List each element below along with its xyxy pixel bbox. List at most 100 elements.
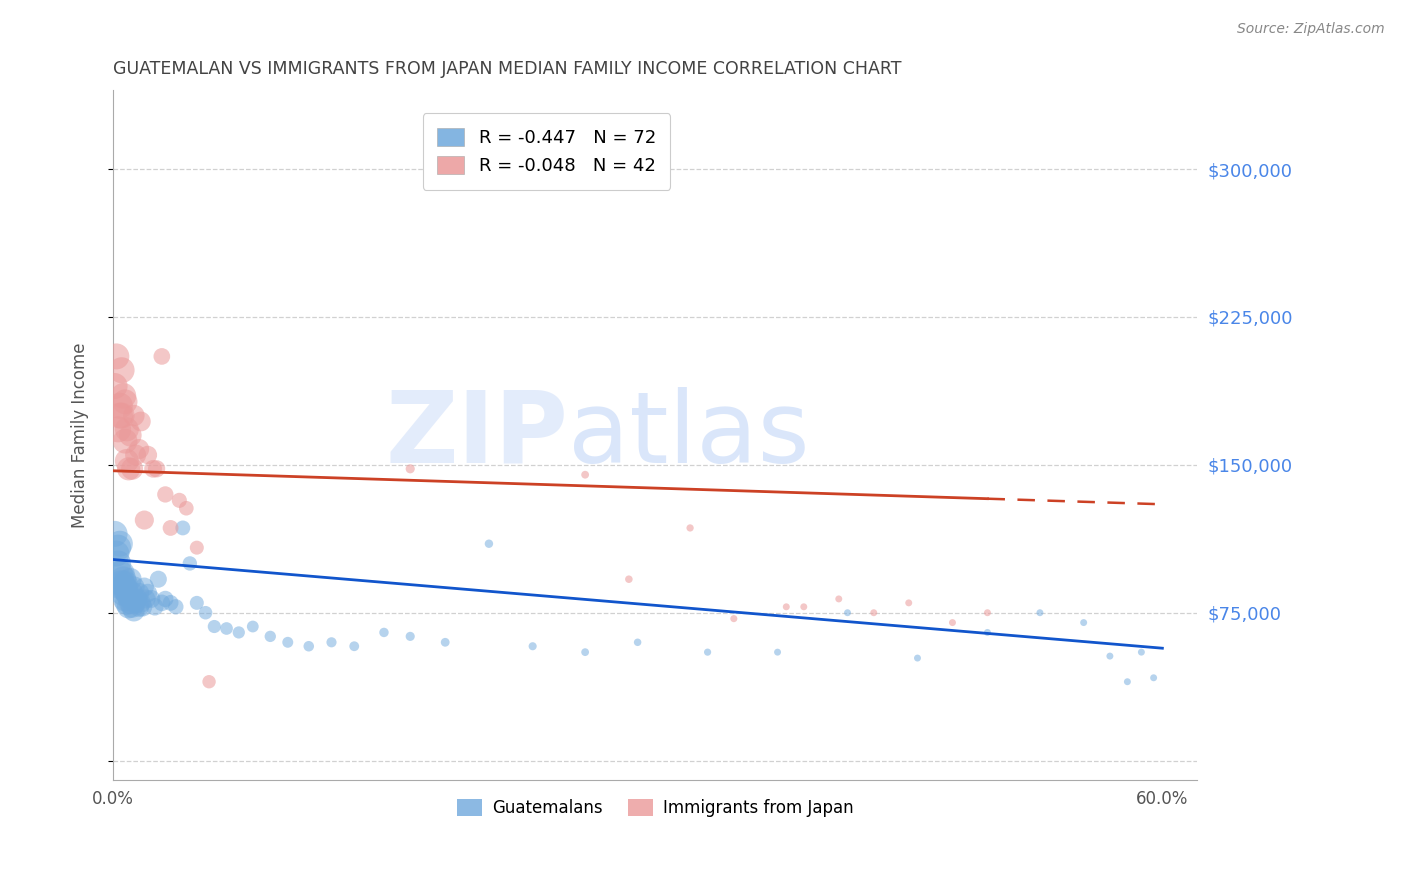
Point [115, 454, 138, 468]
Point [775, 599, 797, 614]
Point [298, 639, 321, 653]
Legend: Guatemalans, Immigrants from Japan: Guatemalans, Immigrants from Japan [450, 792, 860, 823]
Point [194, 606, 217, 620]
Point [128, 599, 150, 614]
Point [120, 596, 142, 610]
Point [679, 521, 702, 535]
Point [120, 428, 142, 442]
Point [907, 651, 929, 665]
Point [617, 572, 640, 586]
Point [141, 591, 163, 606]
Point [114, 591, 136, 606]
Point [122, 580, 145, 594]
Point [202, 619, 225, 633]
Point [176, 501, 198, 516]
Point [1073, 615, 1095, 630]
Point [179, 557, 201, 571]
Point [108, 399, 131, 413]
Point [1130, 645, 1153, 659]
Point [112, 580, 135, 594]
Point [228, 625, 250, 640]
Point [159, 521, 181, 535]
Point [321, 635, 343, 649]
Point [110, 363, 132, 377]
Point [478, 537, 501, 551]
Point [121, 586, 143, 600]
Point [155, 591, 177, 606]
Point [124, 448, 146, 462]
Point [104, 526, 127, 541]
Text: ZIP: ZIP [385, 387, 568, 483]
Point [143, 599, 166, 614]
Point [128, 442, 150, 456]
Point [1098, 649, 1121, 664]
Point [110, 566, 132, 581]
Point [114, 576, 136, 591]
Point [108, 566, 131, 581]
Point [242, 619, 264, 633]
Point [115, 596, 138, 610]
Y-axis label: Median Family Income: Median Family Income [72, 343, 89, 528]
Point [574, 645, 596, 659]
Point [862, 606, 884, 620]
Point [828, 591, 851, 606]
Point [159, 596, 181, 610]
Point [114, 394, 136, 409]
Point [105, 350, 128, 364]
Point [169, 493, 191, 508]
Point [112, 586, 135, 600]
Point [128, 586, 150, 600]
Point [122, 604, 145, 618]
Point [110, 409, 132, 423]
Point [186, 541, 208, 555]
Point [135, 591, 157, 606]
Point [115, 422, 138, 436]
Point [793, 599, 815, 614]
Point [1116, 674, 1139, 689]
Point [215, 622, 238, 636]
Point [115, 586, 138, 600]
Point [131, 599, 153, 614]
Point [696, 645, 718, 659]
Point [522, 639, 544, 653]
Point [150, 596, 173, 610]
Point [104, 379, 127, 393]
Point [150, 350, 173, 364]
Point [976, 606, 998, 620]
Point [121, 599, 143, 614]
Point [172, 521, 194, 535]
Point [120, 572, 142, 586]
Point [897, 596, 920, 610]
Text: Source: ZipAtlas.com: Source: ZipAtlas.com [1237, 22, 1385, 37]
Point [134, 513, 156, 527]
Point [434, 635, 457, 649]
Point [145, 462, 167, 476]
Point [343, 639, 366, 653]
Point [117, 462, 139, 476]
Point [121, 462, 143, 476]
Point [134, 580, 156, 594]
Point [766, 645, 789, 659]
Point [155, 487, 177, 501]
Point [723, 612, 745, 626]
Point [136, 586, 159, 600]
Point [198, 674, 221, 689]
Point [136, 448, 159, 462]
Point [107, 541, 129, 555]
Point [114, 580, 136, 594]
Point [148, 572, 170, 586]
Point [142, 462, 165, 476]
Point [122, 409, 145, 423]
Point [129, 596, 152, 610]
Point [941, 615, 963, 630]
Point [108, 409, 131, 423]
Point [165, 599, 187, 614]
Point [129, 415, 152, 429]
Point [626, 635, 648, 649]
Point [399, 629, 422, 643]
Point [110, 580, 132, 594]
Point [124, 596, 146, 610]
Point [976, 625, 998, 640]
Point [186, 596, 208, 610]
Point [117, 590, 139, 604]
